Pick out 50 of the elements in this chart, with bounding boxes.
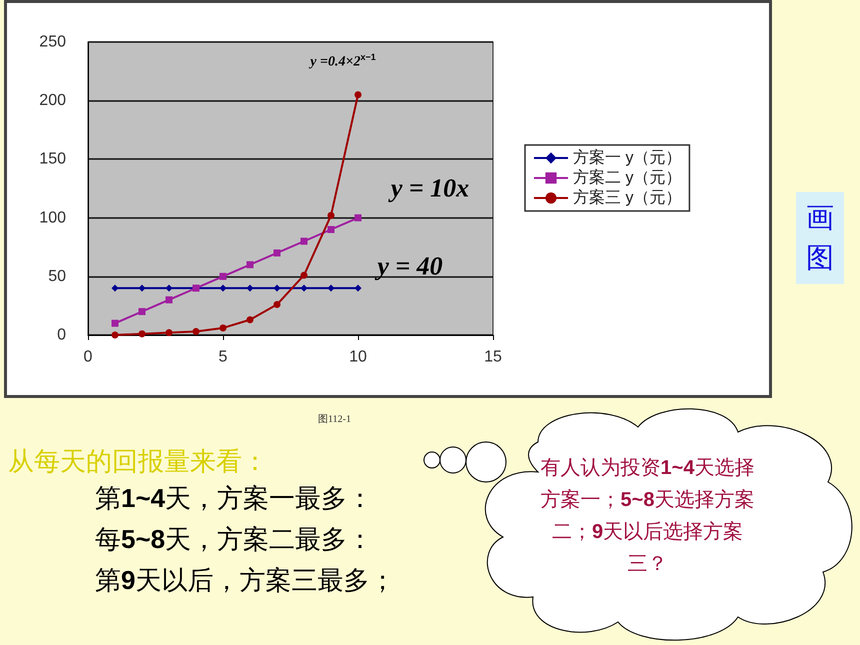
point xyxy=(354,91,362,98)
point xyxy=(300,272,308,279)
text: 从每天的回报量来看： xyxy=(8,446,268,479)
text: 每5~8天，方案二最多： xyxy=(95,524,374,555)
point xyxy=(300,284,308,292)
point xyxy=(220,284,226,292)
point xyxy=(220,324,226,332)
x-tick-label: 5 xyxy=(218,348,228,366)
point xyxy=(274,301,280,308)
point xyxy=(328,226,334,234)
point xyxy=(354,284,362,292)
legend-label: 方案三 y（元） xyxy=(573,188,682,206)
point xyxy=(328,284,334,292)
x-tick-label: 10 xyxy=(349,348,367,366)
point xyxy=(138,330,146,338)
text: 有人认为投资1~4天选择方案一；5~8天选择方案二；9天以后选择方案三？ xyxy=(540,455,754,575)
annotation: y = 40 xyxy=(374,252,443,280)
point xyxy=(112,332,118,338)
point xyxy=(192,328,200,335)
point xyxy=(300,238,308,245)
y-tick-label: 250 xyxy=(39,34,66,50)
text: 第1~4天，方案一最多： xyxy=(95,483,374,514)
point xyxy=(166,329,172,336)
y-tick-label: 50 xyxy=(48,268,66,285)
point xyxy=(166,284,172,292)
y-tick-label: 200 xyxy=(39,92,66,110)
point xyxy=(112,284,118,292)
text: 画图 xyxy=(796,192,844,284)
y-tick-label: 150 xyxy=(39,150,66,168)
text: 第9天以后，方案三最多； xyxy=(95,565,396,596)
x-tick-label: 15 xyxy=(484,348,502,366)
point xyxy=(354,214,362,222)
point xyxy=(166,296,172,304)
point xyxy=(138,284,146,292)
legend-label: 方案二 y（元） xyxy=(573,168,682,186)
point xyxy=(220,272,226,280)
annotation: y = 10x xyxy=(388,174,470,202)
point xyxy=(246,261,254,268)
y-tick-label: 0 xyxy=(57,326,66,344)
point xyxy=(246,316,254,324)
point xyxy=(328,212,334,219)
legend-label: 方案一 y（元） xyxy=(573,148,682,166)
point xyxy=(274,249,280,256)
point xyxy=(246,284,254,292)
point xyxy=(112,320,118,327)
point xyxy=(274,284,280,292)
x-tick-label: 0 xyxy=(84,348,93,366)
point xyxy=(138,308,146,316)
y-tick-label: 100 xyxy=(39,209,66,226)
caption: 图112-1 xyxy=(318,413,351,426)
